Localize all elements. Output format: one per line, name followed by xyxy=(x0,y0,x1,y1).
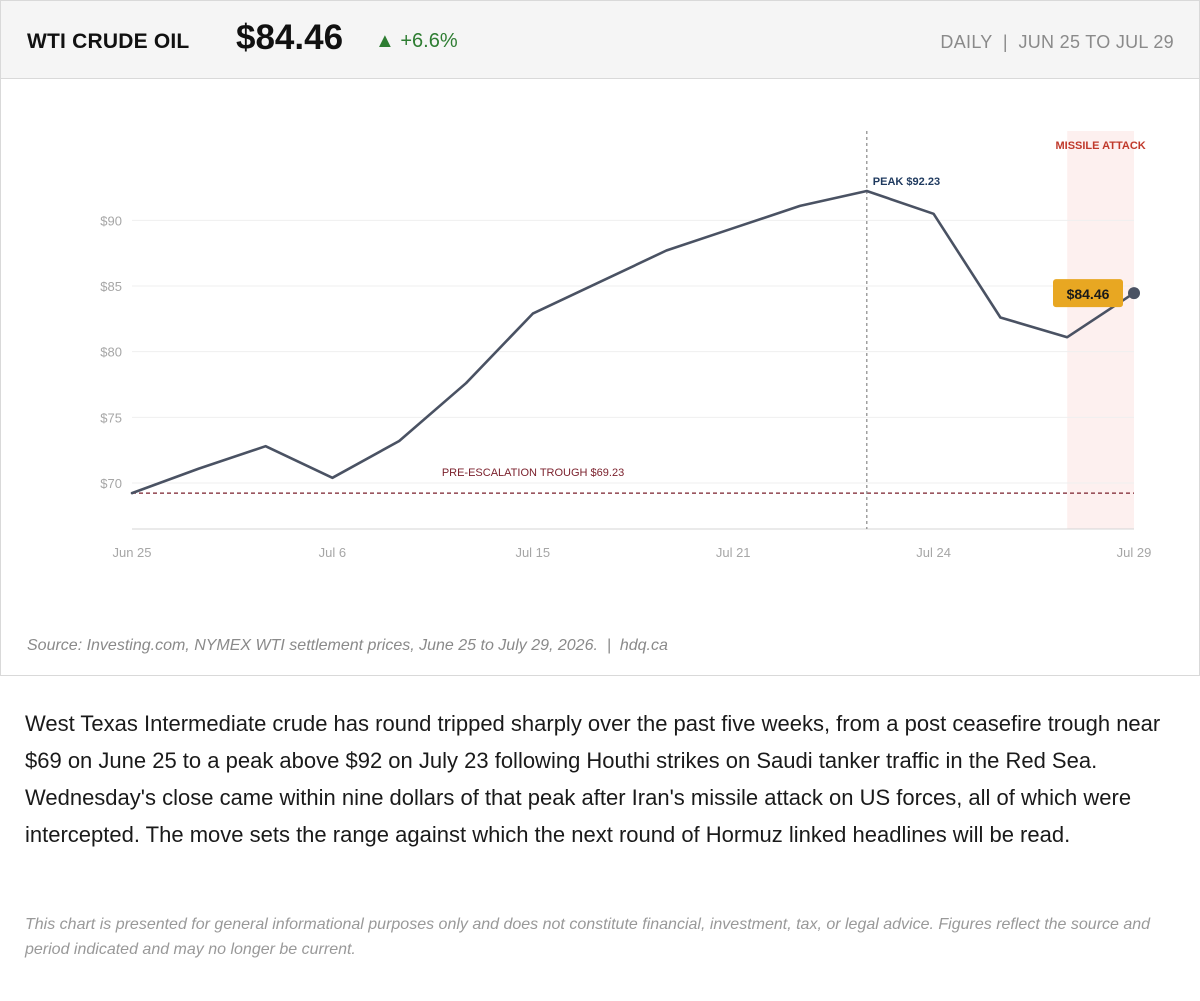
period-label: DAILY | JUN 25 TO JUL 29 xyxy=(940,32,1174,52)
x-tick-label: Jul 29 xyxy=(1117,545,1152,560)
price-series-line xyxy=(130,189,1136,495)
last-price-label: $84.46 xyxy=(1067,286,1110,302)
last-price-badge xyxy=(1053,279,1123,308)
y-tick-label: $75 xyxy=(100,410,122,425)
x-tick-label: Jul 24 xyxy=(916,545,951,560)
up-arrow-icon: ▲ xyxy=(375,30,395,52)
article-body: West Texas Intermediate crude has round … xyxy=(25,711,1161,847)
current-price: $84.46 xyxy=(236,18,344,57)
y-tick-label: $80 xyxy=(100,345,122,360)
y-tick-label: $70 xyxy=(100,476,122,491)
chart-header: WTI CRUDE OIL $84.46 ▲ +6.6% DAILY | JUN… xyxy=(1,1,1199,79)
last-price-marker xyxy=(1128,287,1140,300)
trough-label: PRE-ESCALATION TROUGH $69.23 xyxy=(442,467,624,479)
disclaimer: This chart is presented for general info… xyxy=(25,916,1151,958)
x-tick-label: Jul 15 xyxy=(515,545,550,560)
price-change-value: +6.6% xyxy=(400,30,458,52)
x-tick-label: Jul 6 xyxy=(319,545,346,560)
x-tick-label: Jun 25 xyxy=(112,545,151,560)
y-tick-label: $90 xyxy=(100,213,122,228)
price-line-chart: $70 $75 $80 $85 $90 Jun 25 Jul 6 Jul 15 Jul 21 Ju… xyxy=(100,131,1152,560)
y-tick-label: $85 xyxy=(100,279,122,294)
price-change: ▲ +6.6% xyxy=(375,30,458,53)
chart-card: WTI CRUDE OIL $84.46 ▲ +6.6% DAILY | JUN… xyxy=(0,0,1200,676)
ticker-name: WTI CRUDE OIL xyxy=(27,30,190,53)
missile-attack-label: MISSILE ATTACK xyxy=(1055,140,1145,152)
peak-label: PEAK $92.23 xyxy=(873,176,940,188)
source-note: Source: Investing.com, NYMEX WTI settlem… xyxy=(27,637,668,654)
x-tick-label: Jul 21 xyxy=(716,545,751,560)
